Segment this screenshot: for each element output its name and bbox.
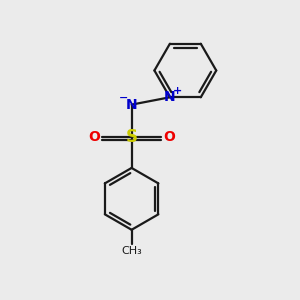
- Text: O: O: [88, 130, 100, 144]
- Text: −: −: [119, 93, 128, 103]
- Text: N: N: [164, 90, 176, 104]
- Text: CH₃: CH₃: [121, 246, 142, 256]
- Text: N: N: [126, 98, 137, 112]
- Text: S: S: [126, 128, 138, 146]
- Text: O: O: [164, 130, 175, 144]
- Text: +: +: [172, 86, 182, 96]
